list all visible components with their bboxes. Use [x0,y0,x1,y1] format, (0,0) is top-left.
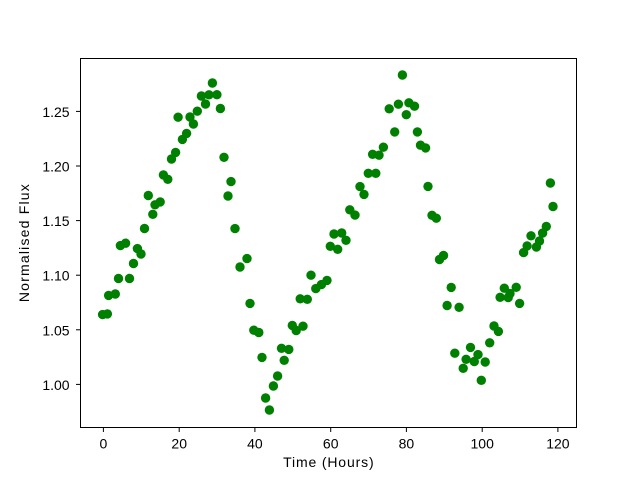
svg-text:1.25: 1.25 [42,104,69,120]
svg-text:40: 40 [247,436,263,452]
svg-text:Time (Hours): Time (Hours) [283,454,374,470]
svg-text:1.10: 1.10 [42,268,69,284]
svg-text:1.15: 1.15 [42,213,69,229]
svg-text:120: 120 [546,436,570,452]
svg-text:1.05: 1.05 [42,322,69,338]
svg-text:1.00: 1.00 [42,377,69,393]
svg-text:60: 60 [323,436,339,452]
svg-text:1.20: 1.20 [42,159,69,175]
svg-text:20: 20 [171,436,187,452]
svg-text:Normalised Flux: Normalised Flux [16,183,32,302]
svg-text:100: 100 [471,436,495,452]
svg-text:80: 80 [399,436,415,452]
svg-text:0: 0 [100,436,108,452]
